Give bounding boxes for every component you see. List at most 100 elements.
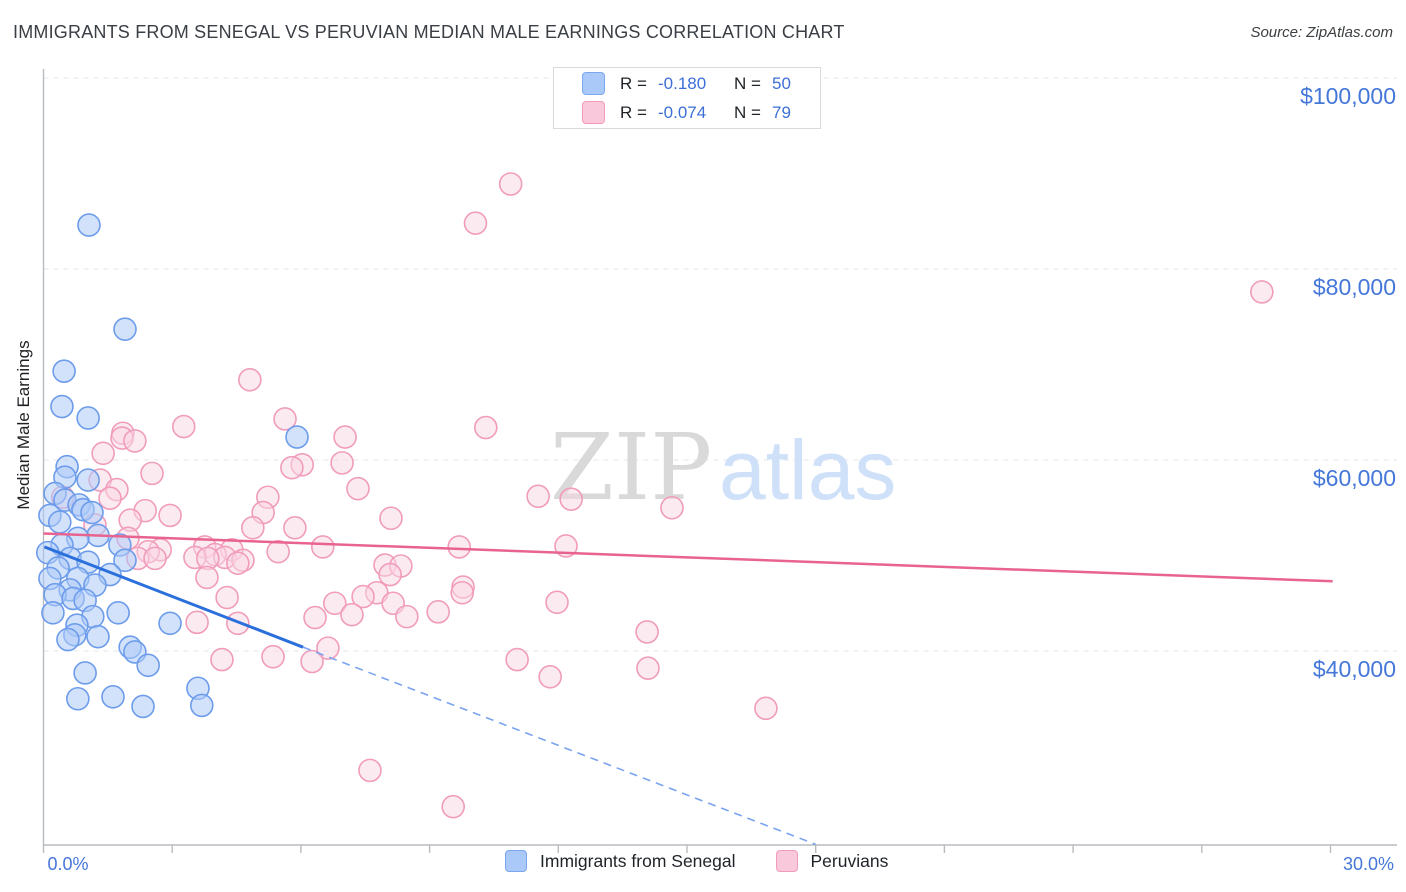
data-point-peruvian <box>283 516 307 540</box>
watermark: ZIP atlas <box>550 414 896 521</box>
data-point-peruvian <box>636 656 660 680</box>
data-point-peruvian <box>266 539 290 564</box>
n-label: N = <box>734 102 761 122</box>
data-point-senegal <box>76 406 100 430</box>
data-point-senegal <box>66 686 90 711</box>
data-point-peruvian <box>463 211 488 235</box>
legend-item-peruvians: Peruvians <box>775 850 889 872</box>
data-point-peruvian <box>330 451 354 475</box>
data-point-peruvian <box>226 551 250 575</box>
peruvian-swatch-icon <box>775 850 798 872</box>
source-attribution: Source: ZipAtlas.com <box>1250 24 1393 41</box>
data-point-senegal <box>77 213 101 237</box>
data-point-peruvian <box>346 476 370 501</box>
trend-line-senegal <box>43 545 304 649</box>
data-point-peruvian <box>300 649 324 674</box>
data-point-peruvian <box>526 484 550 509</box>
x-tick-label-max: 30.0% <box>1343 854 1394 874</box>
data-point-peruvian <box>450 580 475 605</box>
x-tick-label-min: 0.0% <box>48 854 89 874</box>
data-point-peruvian <box>333 425 357 449</box>
axis-tick-labels: $100,000 $80,000 $60,000 $40,000 0.0% 30.0% <box>48 83 1397 874</box>
data-point-peruvian <box>473 415 498 440</box>
data-point-peruvian <box>316 636 340 660</box>
chart-title: IMMIGRANTS FROM SENEGAL VS PERUVIAN MEDI… <box>13 22 845 42</box>
data-point-senegal <box>285 425 309 449</box>
y-tick-label: $60,000 <box>1313 465 1396 491</box>
data-point-peruvian <box>241 516 265 540</box>
senegal-swatch-icon <box>505 850 527 872</box>
data-point-senegal <box>76 468 100 492</box>
data-point-peruvian <box>185 610 209 635</box>
data-point-senegal <box>113 317 137 341</box>
data-point-senegal <box>52 359 76 383</box>
r-value-senegal: -0.180 <box>658 73 707 93</box>
legend-item-senegal: Immigrants from Senegal <box>505 850 736 872</box>
data-point-peruvian <box>351 584 375 609</box>
data-point-peruvian <box>660 495 684 520</box>
data-point-peruvian <box>210 647 234 672</box>
series-legend: Immigrants from Senegal Peruvians <box>505 850 888 872</box>
trend-lines <box>43 532 1333 846</box>
data-point-peruvian <box>303 605 327 630</box>
data-point-senegal <box>101 685 125 709</box>
trend-line-senegal <box>302 646 816 846</box>
data-point-peruvian <box>505 647 529 672</box>
data-point-senegal <box>80 500 104 525</box>
r-label: R = <box>620 73 647 93</box>
data-point-peruvian <box>123 429 147 453</box>
y-axis-title: Median Male Earnings <box>14 340 33 510</box>
r-label: R = <box>620 102 647 122</box>
data-point-senegal <box>56 627 80 652</box>
data-point-peruvian <box>545 590 569 615</box>
legend-row-senegal: R = -0.180 N = 50 <box>582 72 820 96</box>
axes <box>42 69 1397 853</box>
y-tick-label: $80,000 <box>1313 274 1396 300</box>
legend-row-peruvians: R = -0.074 N = 79 <box>582 101 820 125</box>
y-tick-label: $40,000 <box>1313 656 1396 682</box>
data-point-senegal <box>50 394 74 419</box>
data-point-senegal <box>113 548 137 573</box>
n-value-peruvians: 79 <box>772 102 791 122</box>
data-point-peruvian <box>498 172 523 196</box>
data-point-peruvian <box>261 644 285 669</box>
data-point-peruvian <box>1250 280 1274 304</box>
data-point-peruvian <box>340 602 364 627</box>
data-point-peruvian <box>273 407 297 431</box>
data-point-peruvian <box>171 414 196 439</box>
data-point-peruvian <box>378 562 402 587</box>
peruvian-swatch-icon <box>582 101 605 124</box>
data-point-senegal <box>158 611 182 636</box>
data-point-senegal <box>73 661 97 685</box>
data-point-peruvian <box>140 461 164 486</box>
scatter-senegal <box>35 213 309 719</box>
senegal-swatch-icon <box>582 72 605 95</box>
data-point-peruvian <box>143 546 167 571</box>
watermark-atlas: atlas <box>719 423 896 517</box>
data-point-senegal <box>131 694 155 719</box>
data-point-peruvian <box>358 758 382 783</box>
data-point-peruvian <box>559 487 583 511</box>
data-point-peruvian <box>195 565 219 590</box>
data-point-peruvian <box>441 794 465 819</box>
y-tick-label: $100,000 <box>1300 83 1396 109</box>
n-label: N = <box>734 73 761 93</box>
n-value-senegal: 50 <box>772 73 791 93</box>
legend-label-peruvians: Peruvians <box>810 850 889 871</box>
data-point-peruvian <box>395 604 419 629</box>
data-point-peruvian <box>91 441 115 466</box>
data-point-peruvian <box>238 367 262 392</box>
data-point-peruvian <box>322 591 347 616</box>
data-point-peruvian <box>158 503 182 528</box>
trend-line-peruvians <box>43 532 1333 583</box>
correlation-legend: R = -0.180 N = 50 R = -0.074 N = 79 <box>553 67 821 129</box>
data-point-senegal <box>86 624 110 649</box>
data-point-senegal <box>48 510 72 534</box>
data-point-peruvian <box>280 455 304 480</box>
r-value-peruvians: -0.074 <box>658 102 707 122</box>
data-point-peruvian <box>310 535 335 559</box>
data-point-peruvian <box>426 600 450 624</box>
data-point-peruvian <box>538 664 562 689</box>
data-point-senegal <box>106 600 130 625</box>
